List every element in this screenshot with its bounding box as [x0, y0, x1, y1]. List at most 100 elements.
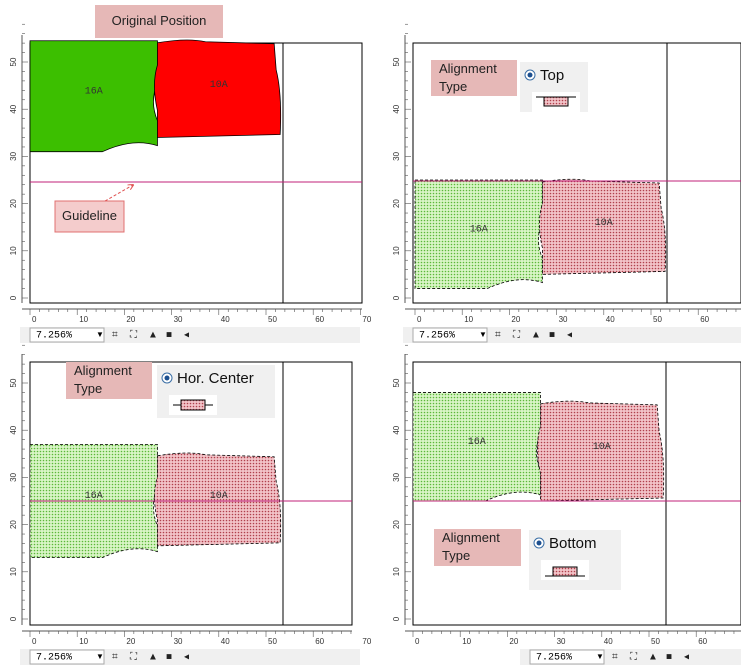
toolbar-icon[interactable]: ▲ [148, 330, 158, 341]
toolbar-icon[interactable]: ⛶ [512, 330, 521, 341]
y-ruler-label: 30 [9, 151, 18, 160]
garment-piece[interactable] [154, 452, 282, 547]
piece-label: 10A [210, 491, 228, 502]
piece-label: 16A [85, 491, 103, 502]
y-ruler-label: 20 [392, 199, 401, 208]
zoom-box[interactable] [29, 327, 105, 343]
toolbar-icon[interactable]: ⌗ [612, 652, 618, 663]
callout-box [431, 60, 517, 96]
toolbar-icon[interactable]: ▲ [148, 652, 158, 663]
callout-box [95, 5, 223, 38]
guideline-text: Guideline [62, 208, 117, 223]
toolbar-icon[interactable]: ▲ [648, 652, 658, 663]
y-ruler-label: 30 [392, 472, 401, 481]
piece-label: 16A [85, 86, 103, 97]
y-ruler-label: 10 [9, 567, 18, 576]
y-ruler-label: 20 [9, 520, 18, 529]
garment-piece[interactable] [154, 39, 282, 138]
y-ruler-label: 0 [392, 616, 401, 621]
callout-box [434, 529, 521, 566]
y-ruler-label: 0 [9, 295, 18, 300]
zoom-box[interactable] [29, 649, 105, 665]
x-ruler-label: 30 [174, 315, 183, 324]
piece-label: 10A [210, 80, 228, 91]
x-ruler-label: 30 [559, 315, 568, 324]
y-ruler-label: 10 [392, 567, 401, 576]
x-ruler-label: 40 [604, 637, 613, 646]
x-ruler-label: 60 [698, 637, 707, 646]
piece-label: 16A [470, 224, 488, 235]
garment-piece[interactable] [414, 179, 543, 289]
guideline-callout [54, 200, 125, 233]
callout-arrow [104, 185, 133, 202]
zoom-box[interactable] [412, 327, 488, 343]
piece-label: 16A [468, 437, 486, 448]
toolbar-icon[interactable]: ◂ [567, 330, 572, 341]
toolbar-icon[interactable]: ◂ [184, 652, 189, 663]
x-ruler-label: 70 [362, 315, 371, 324]
zoom-arrow: ▼ [479, 330, 487, 339]
toolbar-icon[interactable]: ▲ [531, 330, 541, 341]
option-label: Hor. Center [177, 370, 254, 387]
status-bar [20, 327, 360, 343]
y-ruler-label: 20 [9, 199, 18, 208]
y-ruler [391, 354, 411, 625]
x-ruler-label: 60 [700, 315, 709, 324]
toolbar-icon[interactable]: ⛶ [629, 652, 638, 663]
x-ruler-label: 0 [417, 315, 422, 324]
toolbar-icon[interactable]: ■ [166, 652, 172, 663]
y-ruler [391, 35, 411, 303]
y-ruler-label: 10 [9, 246, 18, 255]
zoom-box[interactable] [529, 649, 605, 665]
x-ruler-label: 60 [315, 315, 324, 324]
y-ruler-label: 30 [9, 472, 18, 481]
toolbar-icon[interactable]: ⛶ [129, 330, 138, 341]
y-ruler [8, 35, 28, 303]
toolbar-icon[interactable]: ⌗ [495, 330, 501, 341]
x-ruler-label: 20 [126, 315, 135, 324]
x-ruler-label: 40 [606, 315, 615, 324]
zoom-arrow: ▼ [96, 652, 104, 661]
garment-piece[interactable] [539, 178, 667, 275]
toolbar-icon[interactable]: ■ [666, 652, 672, 663]
option-label: Top [540, 67, 564, 84]
y-ruler-label: 50 [9, 378, 18, 387]
toolbar-icon[interactable]: ◂ [184, 330, 189, 341]
x-ruler-label: 0 [415, 637, 420, 646]
garment-piece[interactable] [537, 400, 665, 502]
zoom-value: 7.256% [536, 653, 572, 664]
garment-piece[interactable] [412, 392, 541, 502]
x-ruler-label: 0 [32, 637, 37, 646]
zoom-value: 7.256% [36, 331, 72, 342]
option-label: Bottom [549, 535, 597, 552]
y-ruler [8, 354, 28, 625]
radio-dot [527, 72, 533, 78]
toolbar-icon[interactable]: ■ [166, 330, 172, 341]
radio-dot [164, 375, 170, 381]
x-ruler-label: 0 [32, 315, 37, 324]
callout-text: Alignment Type [74, 363, 132, 396]
x-ruler-label: 50 [653, 315, 662, 324]
y-ruler-label: 40 [392, 104, 401, 113]
x-ruler-label: 30 [174, 637, 183, 646]
toolbar-icon[interactable]: ■ [549, 330, 555, 341]
y-ruler-label: 50 [392, 57, 401, 66]
x-ruler-label: 60 [315, 637, 324, 646]
zoom-arrow: ▼ [96, 330, 104, 339]
callout-text: Alignment Type [442, 530, 500, 563]
icon-rect [180, 399, 206, 411]
y-ruler-label: 0 [9, 616, 18, 621]
y-ruler-label: 0 [392, 295, 401, 300]
toolbar-icon[interactable]: ⌗ [112, 330, 118, 341]
toolbar-icon[interactable]: ⛶ [129, 652, 138, 663]
toolbar-icon[interactable]: ⌗ [112, 652, 118, 663]
x-ruler-label: 20 [509, 637, 518, 646]
x-ruler-label: 30 [557, 637, 566, 646]
x-ruler-label: 10 [79, 637, 88, 646]
x-ruler-label: 20 [126, 637, 135, 646]
toolbar-icon[interactable]: ◂ [684, 652, 689, 663]
status-bar [20, 649, 360, 665]
y-ruler-label: 50 [392, 378, 401, 387]
y-ruler-label: 40 [392, 425, 401, 434]
